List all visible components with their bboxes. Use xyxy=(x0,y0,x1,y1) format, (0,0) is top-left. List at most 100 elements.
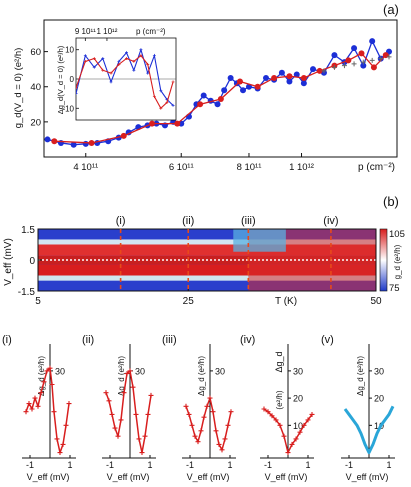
a-point-1-9 xyxy=(271,74,278,81)
subplot-point-0-7 xyxy=(44,368,50,374)
a-point-0-29 xyxy=(293,71,300,78)
a-ytick-label-1: 40 xyxy=(30,82,41,93)
subplot-point-3-0 xyxy=(261,406,267,412)
panel-b-label: (b) xyxy=(383,194,399,209)
inset-point-1-8 xyxy=(139,54,143,58)
inset-point-0-1 xyxy=(83,54,87,58)
inset-point-0-3 xyxy=(101,57,105,60)
a-point-0-37 xyxy=(369,38,376,45)
subplot-point-2-11 xyxy=(216,441,222,447)
subplot-xlabel-1: V_eff (mV) xyxy=(107,472,150,482)
subplot-label-0: (i) xyxy=(2,334,12,346)
subplot-xlabel-2: V_eff (mV) xyxy=(187,472,230,482)
inset-series-line-1 xyxy=(76,54,174,110)
a-point-1-0 xyxy=(51,138,58,145)
inset-xtick-label-1: 1 10¹² xyxy=(96,27,117,36)
a-ytick-label-2: 60 xyxy=(30,47,41,58)
inset-point-1-13 xyxy=(171,80,175,84)
inset-point-1-12 xyxy=(165,100,169,104)
b-cut-label-3: (iv) xyxy=(323,215,338,227)
a-point-0-36 xyxy=(360,62,367,69)
subplot-point-0-9 xyxy=(49,382,55,387)
subplot-point-2-1 xyxy=(186,411,192,417)
subplot-xtick-label-1-0: -1 xyxy=(106,460,114,470)
subplot-ytick-label-4-0: 10 xyxy=(374,421,384,431)
subplot-point-1-2 xyxy=(109,411,115,417)
subplot-ylabel-3: Δg_d xyxy=(274,351,284,372)
subplot-point-1-1 xyxy=(106,398,112,404)
subplot-xtick-label-2-0: -1 xyxy=(186,460,194,470)
inset-ytick-label-2: 10 xyxy=(65,46,74,55)
a-point-1-11 xyxy=(300,74,307,81)
subplot-xlabel-4: V_eff (mV) xyxy=(346,472,389,482)
heatmap-band-6 xyxy=(38,229,376,240)
panel-a-ticks: 4 10¹¹ 6 10¹¹ 8 10¹¹ 1 10¹² 20 40 60 xyxy=(30,47,314,173)
subplot-point-0-13 xyxy=(60,441,66,447)
a-point-2-0 xyxy=(321,68,327,74)
a-point-0-18 xyxy=(214,101,221,108)
subplot-point-2-15 xyxy=(228,409,234,415)
subplot-xtick-label-3-1: 1 xyxy=(305,460,310,470)
a-point-0-0 xyxy=(44,136,51,143)
inset-point-1-0 xyxy=(76,86,78,90)
subplot-point-2-13 xyxy=(222,436,228,442)
a-point-0-22 xyxy=(240,87,247,94)
heatmap-band-4 xyxy=(38,244,376,256)
subplot-curve-1 xyxy=(105,370,152,454)
subplot-point-1-3 xyxy=(112,425,118,431)
a-ytick-label-0: 20 xyxy=(30,117,41,128)
subplot-ytick-label-1-0: 30 xyxy=(135,366,145,376)
subplot-ytick-label-3-1: 20 xyxy=(293,394,303,404)
inset-point-1-2 xyxy=(92,57,96,60)
subplot-1: (ii) -1 1 V_eff (mV) 30 Δg_d (e²/h) xyxy=(82,334,156,482)
subplot-curve-0 xyxy=(25,367,70,454)
subplot-point-2-14 xyxy=(225,422,231,428)
subplot-point-1-11 xyxy=(136,436,142,442)
subplot-point-2-10 xyxy=(213,428,219,434)
inset-point-0-13 xyxy=(171,103,175,107)
subplot-ytick-label-3-0: 10 xyxy=(293,421,303,431)
a-point-2-1 xyxy=(331,64,337,70)
inset-series xyxy=(76,47,175,110)
panel-b: (b) V_eff (mV) T (K) 5 25 50-1.501.5 (i) (i… xyxy=(3,194,405,307)
heatmap-band-0 xyxy=(38,280,376,291)
subplot-point-0-6 xyxy=(41,379,47,385)
subplot-4: (v) -1 1 V_eff (mV) 10 20 30 Δg_d (e²/h) xyxy=(321,334,395,482)
subplots: (i) -1 1 V_eff (mV) 30 Δg_d (e²/h) (ii) -1 1 V_ef… xyxy=(2,334,395,482)
inset-point-1-5 xyxy=(117,62,121,66)
inset-point-0-10 xyxy=(152,54,156,58)
subplot-label-1: (ii) xyxy=(82,334,94,346)
a-point-0-25 xyxy=(263,74,270,81)
subplot-point-0-14 xyxy=(63,422,69,428)
b-ytick-label-0: -1.5 xyxy=(18,287,36,298)
colorbar-max: 105 xyxy=(389,229,405,240)
colorbar xyxy=(379,228,388,292)
subplot-point-1-10 xyxy=(133,411,139,417)
inset-point-0-11 xyxy=(159,89,163,93)
inset-xlabel: p (cm⁻²) xyxy=(136,27,166,36)
panel-a-inset: Δg_d(V_d = 0) (e²/h) p (cm⁻²) 9 10¹¹ 1 10… xyxy=(56,27,177,121)
subplot-xtick-label-4-1: 1 xyxy=(386,460,391,470)
inset-point-0-5 xyxy=(117,59,121,63)
subplot-point-1-8 xyxy=(127,368,133,374)
subplot-point-0-1 xyxy=(26,401,32,407)
inset-point-0-9 xyxy=(146,71,150,75)
subplot-xtick-label-4-0: -1 xyxy=(345,460,353,470)
a-point-2-6 xyxy=(378,56,384,62)
subplot-point-1-9 xyxy=(130,384,136,390)
subplot-ylabel-4: Δg_d (e²/h) xyxy=(356,356,365,396)
a-point-0-16 xyxy=(200,92,207,99)
subplot-xtick-label-2-1: 1 xyxy=(227,460,232,470)
subplot-curve-4 xyxy=(343,405,395,455)
subplot-ylabel-2: Δg_d (e²/h) xyxy=(197,356,206,396)
subplot-point-2-5 xyxy=(198,428,204,434)
subplot-xtick-label-1-1: 1 xyxy=(147,460,152,470)
subplot-ytick-label-4-2: 30 xyxy=(374,366,384,376)
subplot-point-1-12 xyxy=(139,450,145,456)
subplot-point-3-12 xyxy=(309,411,315,417)
panel-a: (a) g_d(V_d = 0) (e²/h) p (cm⁻²) 4 10¹¹ 6… xyxy=(13,2,399,173)
a-point-2-2 xyxy=(341,63,347,69)
a-xtick-label-0: 4 10¹¹ xyxy=(73,162,98,173)
subplot-point-3-2 xyxy=(269,413,275,419)
a-point-1-6 xyxy=(217,96,224,103)
